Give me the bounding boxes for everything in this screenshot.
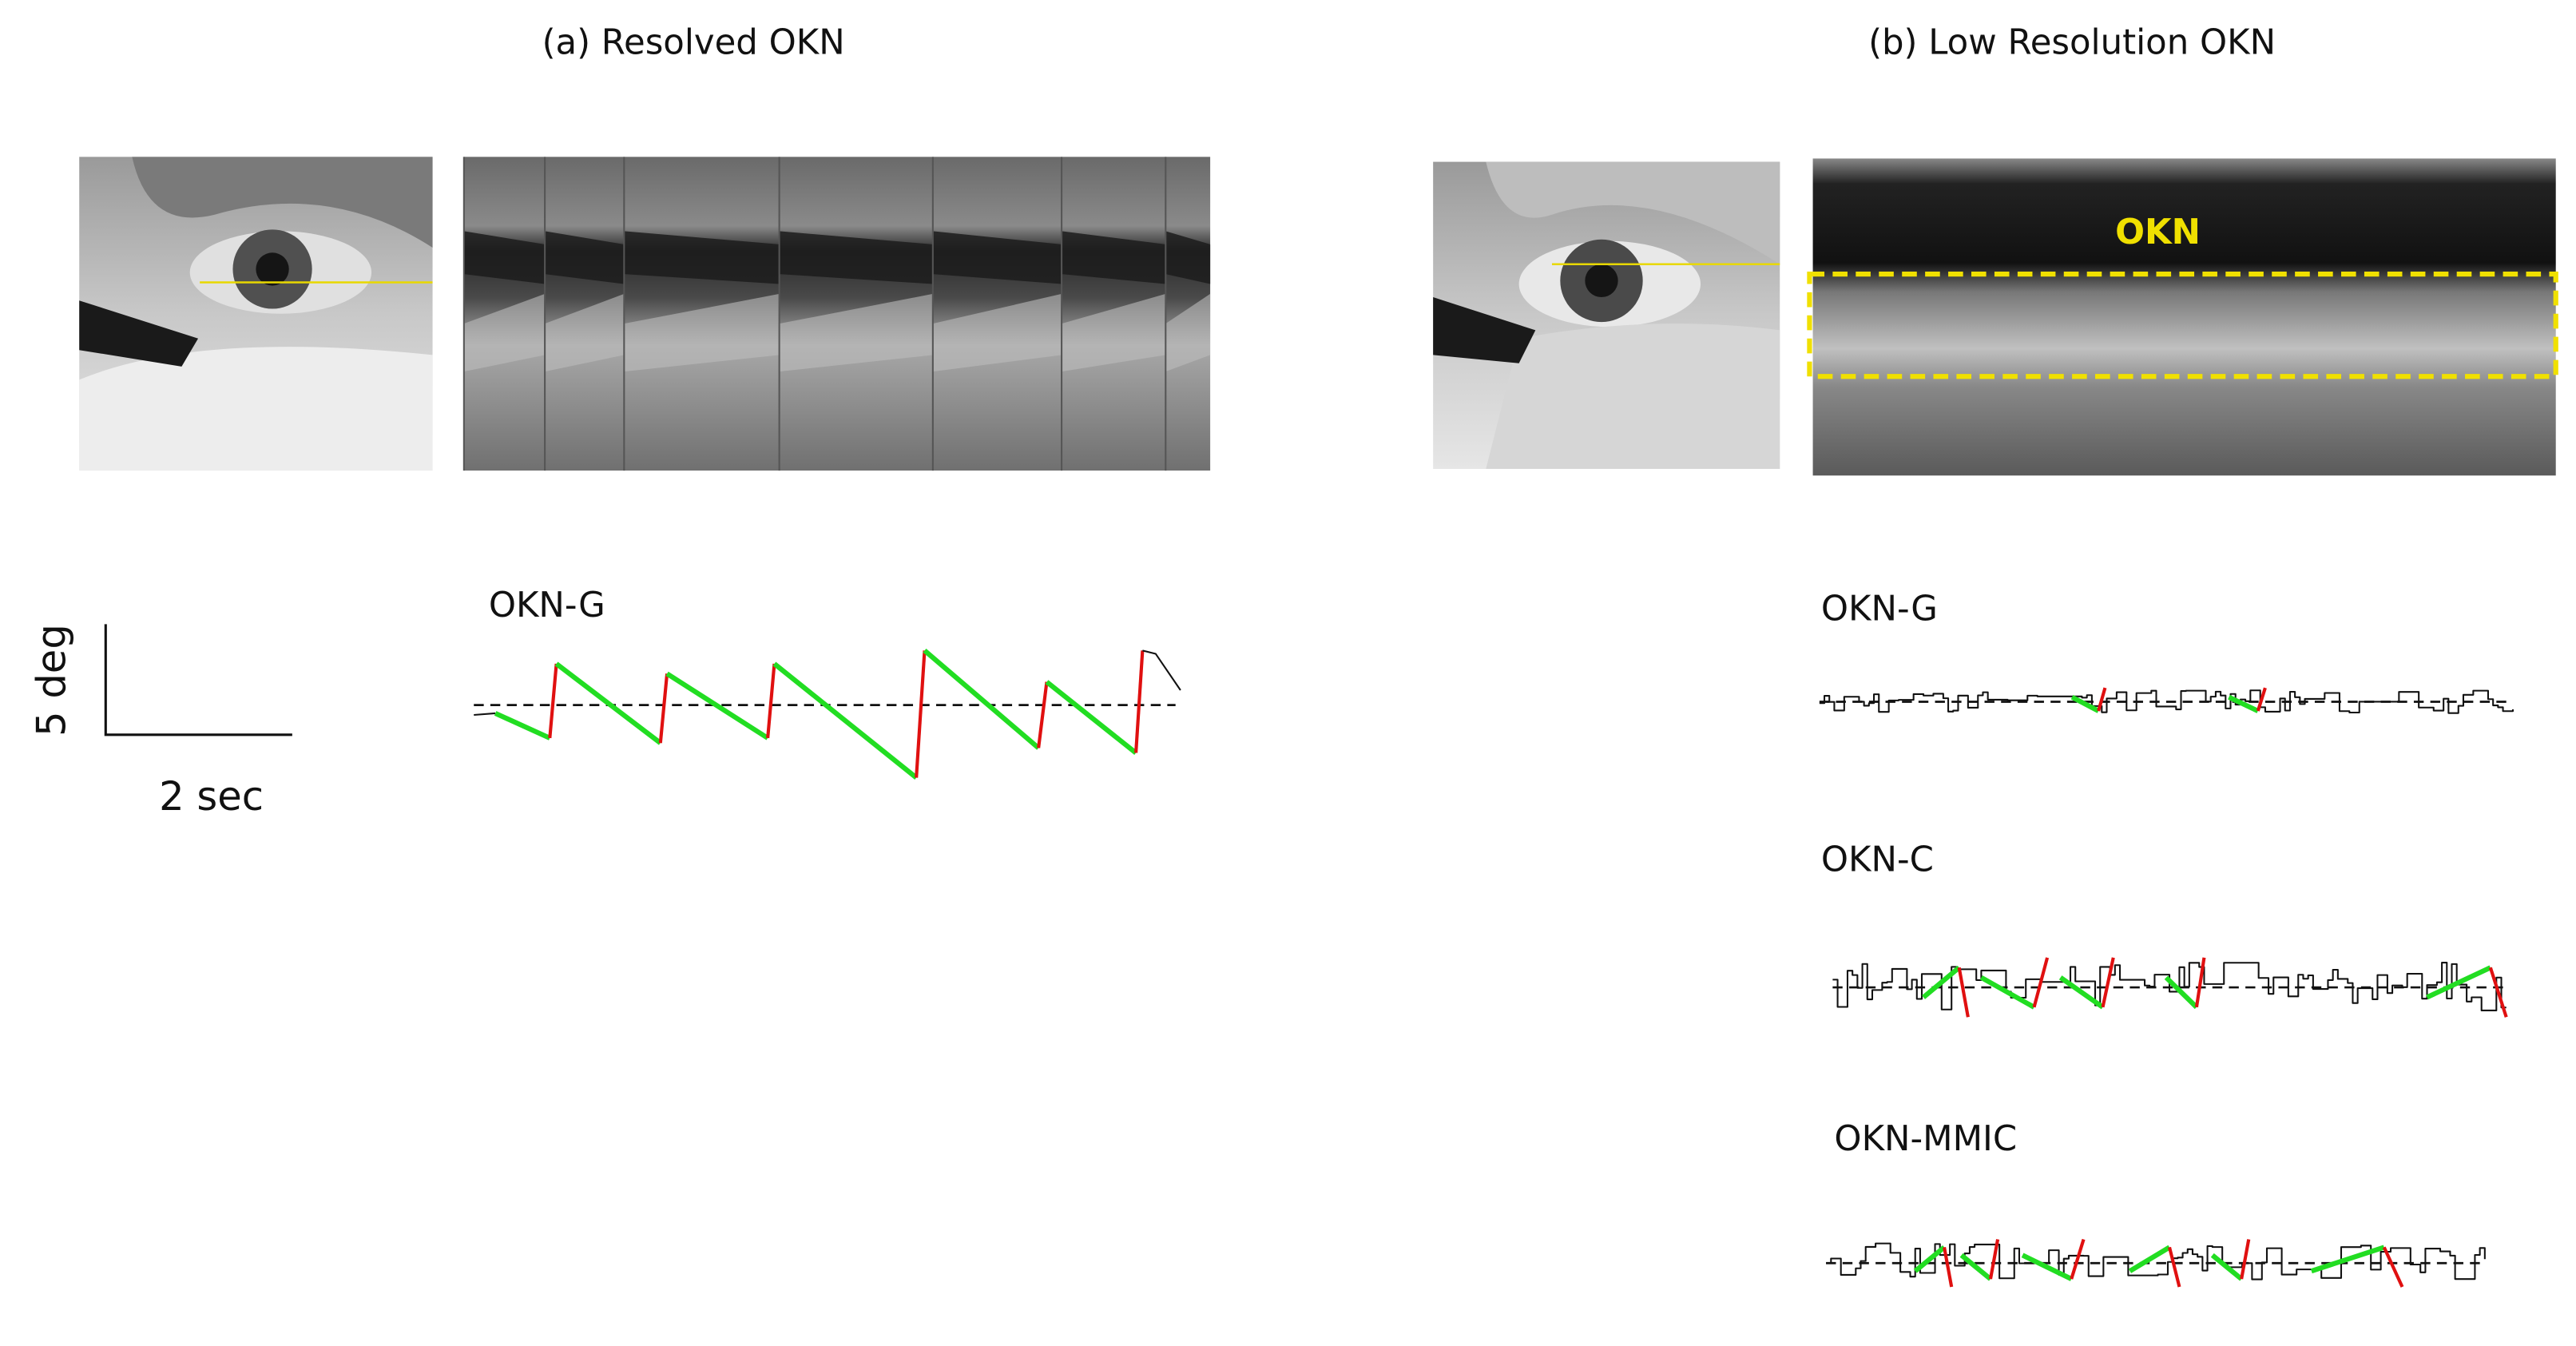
strip-band — [545, 293, 625, 372]
strip-band — [1062, 293, 1166, 372]
trace — [1979, 975, 2036, 1010]
trace — [1943, 1247, 1954, 1288]
trace — [766, 663, 776, 739]
trace — [554, 661, 662, 745]
trace — [474, 712, 496, 717]
strip-segments — [462, 157, 1211, 471]
figure-content: (a) Resolved OKN (b) Low Resolution OKN … — [29, 22, 2558, 1288]
strip-band — [624, 231, 780, 284]
trace — [2032, 957, 2050, 1008]
trace-label: OKN-G — [1821, 589, 1938, 629]
trace — [2128, 1245, 2171, 1273]
trace — [1913, 1245, 1947, 1273]
trace-label: OKN-MMIC — [1834, 1119, 2017, 1159]
overlay-label: OKN — [2115, 212, 2201, 252]
trace — [2097, 687, 2107, 712]
eye-image — [1433, 161, 1780, 470]
strip-band — [463, 293, 546, 372]
strip-band — [1165, 293, 1211, 372]
trace — [2240, 1239, 2251, 1280]
trace — [1826, 1242, 2486, 1280]
trace — [2164, 975, 2199, 1010]
trace — [2168, 1246, 2181, 1288]
scale-label: 2 sec — [159, 773, 264, 820]
panel-title: (b) Low Resolution OKN — [1868, 22, 2276, 62]
trace — [658, 673, 669, 744]
trace — [2310, 1245, 2385, 1274]
trace — [915, 650, 927, 778]
trace — [772, 661, 919, 780]
trace-label: OKN-G — [489, 586, 605, 625]
trace — [1045, 680, 1138, 755]
trace — [2382, 1246, 2404, 1288]
trace — [2256, 687, 2267, 712]
trace — [2021, 1253, 2073, 1281]
strip-band — [624, 293, 780, 372]
strip-band — [932, 231, 1062, 284]
trace — [2210, 1253, 2244, 1281]
okn-strip — [1812, 158, 2556, 476]
strip-band — [779, 231, 933, 284]
trace — [1832, 962, 2507, 1011]
trace — [1142, 649, 1181, 691]
trace — [923, 649, 1041, 750]
trace — [2488, 967, 2508, 1018]
scale-label: 5 deg — [29, 624, 75, 737]
trace — [2228, 694, 2260, 713]
trace — [2426, 965, 2492, 1000]
scale-bar — [104, 624, 292, 737]
trace — [2058, 975, 2105, 1010]
highlight-box — [1807, 272, 2558, 379]
trace — [1819, 689, 2514, 714]
traces — [474, 649, 2514, 1288]
strip-band — [779, 293, 933, 372]
trace — [1922, 965, 1961, 999]
trace — [2101, 957, 2115, 1008]
trace — [2194, 957, 2206, 1008]
trace — [2070, 694, 2100, 713]
trace — [1959, 1253, 1992, 1281]
eye-image — [79, 157, 433, 471]
strip-band — [463, 231, 546, 284]
trace — [1988, 1239, 2000, 1280]
trace — [1134, 650, 1145, 753]
trace — [1957, 967, 1970, 1018]
trace — [548, 663, 558, 739]
trace — [665, 671, 769, 740]
panel-title: (a) Resolved OKN — [542, 22, 845, 62]
strip-band — [1165, 231, 1211, 284]
trace-label: OKN-C — [1821, 840, 1934, 879]
trace — [1037, 681, 1049, 748]
trace — [2070, 1238, 2086, 1280]
strip-band — [545, 231, 625, 284]
strip-band — [932, 293, 1062, 372]
strip-band — [1062, 231, 1166, 284]
trace — [494, 711, 551, 740]
